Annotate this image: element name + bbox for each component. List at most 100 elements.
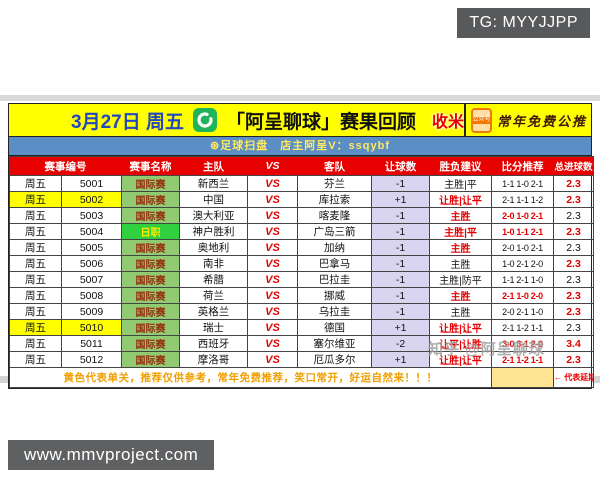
home-team-cell: 南非	[179, 255, 248, 272]
table-row: 周五 5010 国际赛 瑞士 VS 德国 +1 让胜|让平 2-1 1-2 1-1 2.3	[9, 319, 594, 336]
league-cell: 国际赛	[121, 287, 180, 304]
league-cell: 国际赛	[121, 303, 180, 320]
away-team-cell: 库拉索	[297, 191, 372, 208]
away-team-cell: 喀麦隆	[297, 207, 372, 224]
table-row: 周五 5008 国际赛 荷兰 VS 挪威 -1 主胜 2-1 1-0 2-0 2.3	[9, 287, 594, 304]
vs-cell: VS	[247, 303, 298, 320]
day-cell: 周五	[9, 239, 62, 256]
promo-label: 常年免费公推	[497, 113, 588, 129]
official-account-icon: 公众号	[471, 107, 493, 133]
home-team-cell: 澳大利亚	[179, 207, 248, 224]
away-team-cell: 德国	[297, 319, 372, 336]
header-cell-8: 总进球数	[553, 156, 594, 176]
advice-cell: 主胜	[429, 255, 492, 272]
vs-cell: VS	[247, 239, 298, 256]
home-team-cell: 西班牙	[179, 335, 248, 352]
match-id-cell: 5009	[61, 303, 122, 320]
score-cell: 1-1 2-1 1-0	[491, 271, 554, 288]
goals-cell: 3.4	[553, 335, 594, 352]
table-row: 周五 5002 国际赛 中国 VS 库拉索 +1 让胜|让平 2-1 1-1 1-2 2.3	[9, 191, 594, 208]
home-team-cell: 摩洛哥	[179, 351, 248, 368]
score-cell: 1-1 1-0 2-1	[491, 175, 554, 192]
vs-cell: VS	[247, 287, 298, 304]
match-id-cell: 5006	[61, 255, 122, 272]
advice-cell: 主胜|平	[429, 175, 492, 192]
handicap-cell: +1	[371, 319, 430, 336]
goals-cell: 2.3	[553, 191, 594, 208]
header-cell-2: 主队	[179, 156, 248, 176]
goals-cell: 2.3	[553, 351, 594, 368]
day-cell: 周五	[9, 223, 62, 240]
table-row: 周五 5005 国际赛 奥地利 VS 加纳 -1 主胜 2-0 1-0 2-1 2.3	[9, 239, 594, 256]
table-row: 周五 5004 日职 神户胜利 VS 广岛三箭 -1 主胜|平 1-0 1-1 2-1 2.3	[9, 223, 594, 240]
away-team-cell: 塞尔维亚	[297, 335, 372, 352]
vs-cell: VS	[247, 255, 298, 272]
handicap-cell: -1	[371, 239, 430, 256]
home-team-cell: 荷兰	[179, 287, 248, 304]
handicap-cell: -1	[371, 271, 430, 288]
table-row: 周五 5003 国际赛 澳大利亚 VS 喀麦隆 -1 主胜 2-0 1-0 2-1 2.3	[9, 207, 594, 224]
score-cell: 2-1 1-0 2-0	[491, 287, 554, 304]
day-cell: 周五	[9, 175, 62, 192]
day-cell: 周五	[9, 303, 62, 320]
title-bar: 3月27日 周五 「阿呈聊球」赛果回顾 收米 公众号 常年免费公推	[9, 104, 591, 137]
away-team-cell: 广岛三箭	[297, 223, 372, 240]
handicap-cell: -2	[371, 335, 430, 352]
league-cell: 国际赛	[121, 335, 180, 352]
watermark: 知乎 @阿呈聊球	[428, 341, 545, 358]
match-id-cell: 5005	[61, 239, 122, 256]
handicap-cell: +1	[371, 191, 430, 208]
header-cell-6: 胜负建议	[429, 156, 492, 176]
day-cell: 周五	[9, 207, 62, 224]
advice-cell: 让胜|让平	[429, 191, 492, 208]
away-team-cell: 挪威	[297, 287, 372, 304]
advice-cell: 让胜|让平	[429, 319, 492, 336]
league-cell: 国际赛	[121, 207, 180, 224]
home-team-cell: 新西兰	[179, 175, 248, 192]
home-team-cell: 中国	[179, 191, 248, 208]
day-cell: 周五	[9, 271, 62, 288]
handicap-cell: -1	[371, 303, 430, 320]
score-cell: 1-0 1-1 2-1	[491, 223, 554, 240]
match-id-cell: 5001	[61, 175, 122, 192]
goals-cell: 2.3	[553, 239, 594, 256]
match-id-cell: 5011	[61, 335, 122, 352]
footer-row: 黄色代表单关，推荐仅供参考，常年免费推荐，笑口常开，好运自然来！！！ ← 代表延…	[9, 367, 594, 388]
vs-cell: VS	[247, 335, 298, 352]
day-cell: 周五	[9, 255, 62, 272]
day-cell: 周五	[9, 287, 62, 304]
home-team-cell: 希腊	[179, 271, 248, 288]
day-cell: 周五	[9, 319, 62, 336]
score-cell: 2-1 1-2 1-1	[491, 319, 554, 336]
goals-cell: 2.3	[553, 303, 594, 320]
score-cell: 2-0 2-1 1-0	[491, 303, 554, 320]
goals-cell: 2.3	[553, 287, 594, 304]
table-row: 周五 5012 国际赛 摩洛哥 VS 厄瓜多尔 +1 让胜|让平 2-1 1-2 1-1 2.3	[9, 351, 594, 368]
vs-cell: VS	[247, 271, 298, 288]
day-cell: 周五	[9, 335, 62, 352]
goals-cell: 2.3	[553, 271, 594, 288]
match-id-cell: 5007	[61, 271, 122, 288]
website-badge: www.mmvproject.com	[8, 440, 215, 470]
league-cell: 国际赛	[121, 239, 180, 256]
table-row: 周五 5006 国际赛 南非 VS 巴拿马 -1 主胜 1-0 2-1 2-0 2.3	[9, 255, 594, 272]
subtitle-bar: ⊛足球扫盘 店主阿呈V：ssqybf	[9, 137, 591, 156]
legend-swatch	[491, 367, 554, 388]
advice-cell: 主胜|防平	[429, 271, 492, 288]
home-team-cell: 神户胜利	[179, 223, 248, 240]
vs-cell: VS	[247, 223, 298, 240]
handicap-cell: -1	[371, 207, 430, 224]
tg-badge: TG: MYYJJPP	[457, 8, 590, 38]
handicap-cell: -1	[371, 287, 430, 304]
advice-cell: 主胜	[429, 239, 492, 256]
vs-cell: VS	[247, 175, 298, 192]
advice-cell: 主胜	[429, 303, 492, 320]
goals-cell: 2.3	[553, 223, 594, 240]
advice-cell: 主胜	[429, 287, 492, 304]
advice-cell: 主胜	[429, 207, 492, 224]
header-cell-3: VS	[247, 156, 298, 176]
match-id-cell: 5003	[61, 207, 122, 224]
match-id-cell: 5008	[61, 287, 122, 304]
score-cell: 2-0 1-0 2-1	[491, 239, 554, 256]
handicap-cell: -1	[371, 255, 430, 272]
